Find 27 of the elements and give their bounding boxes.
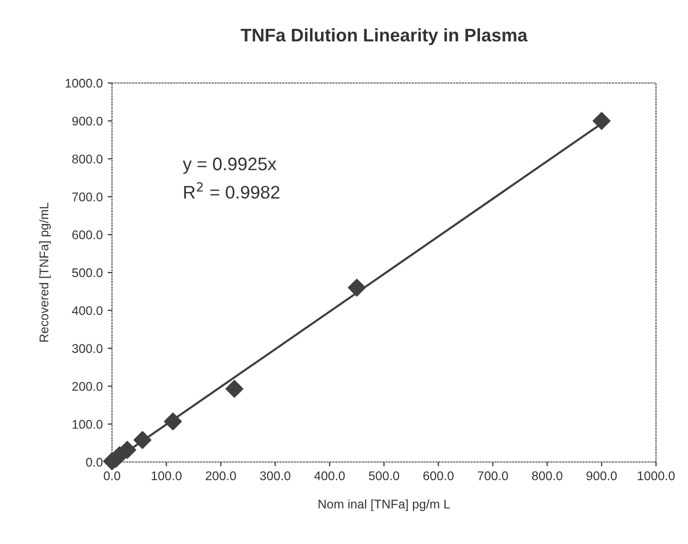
y-tick-label: 300.0 (72, 344, 102, 353)
y-tick-label: 900.0 (72, 116, 102, 126)
x-axis-title: Nom inal [TNFa] pg/m L (318, 499, 450, 511)
annotation: R$^{2}$ = 0.9982 (184, 182, 280, 199)
x-tick-label: 800.0 (532, 471, 562, 480)
y-axis-title: Recovered [TNFa] pg/mL (39, 202, 51, 342)
y-tick-label: 1000.0 (66, 78, 102, 88)
y-tick-label: 600.0 (72, 230, 102, 240)
annotation: y = 0.9925x (182, 158, 276, 174)
x-tick-label: 600.0 (423, 471, 454, 480)
y-tick-label: 700.0 (72, 192, 102, 202)
chart-title: TNFa Dilution Linearity in Plasma (240, 28, 528, 46)
x-tick-label: 200.0 (206, 471, 236, 480)
y-tick-label: 0.0 (86, 458, 102, 467)
x-tick-label: 300.0 (260, 471, 290, 480)
y-tick-label: 400.0 (72, 306, 102, 316)
y-tick-label: 500.0 (72, 268, 102, 278)
y-tick-label: 800.0 (72, 154, 102, 164)
x-tick-label: 500.0 (368, 471, 400, 480)
x-tick-label: 1000.0 (638, 471, 675, 480)
x-tick-label: 900.0 (586, 471, 617, 480)
x-tick-label: 700.0 (478, 471, 508, 480)
x-tick-label: 0.0 (104, 471, 120, 480)
x-tick-label: 100.0 (152, 471, 182, 480)
y-tick-label: 100.0 (72, 420, 102, 429)
x-tick-label: 400.0 (314, 471, 345, 480)
y-tick-label: 200.0 (72, 382, 102, 391)
